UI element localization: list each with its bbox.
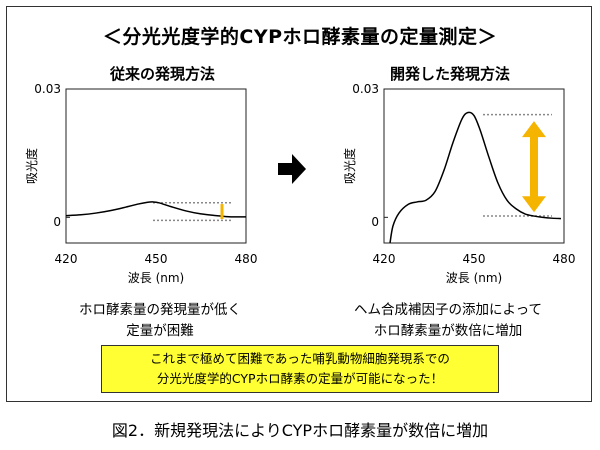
- right-difference-arrow-shape: [522, 121, 546, 213]
- right-arrow-icon: [278, 154, 306, 184]
- figure-frame: [6, 6, 592, 402]
- left-caption-line: 定量が困難: [126, 323, 194, 339]
- right-x-tick-label: 420: [373, 252, 396, 266]
- left-chart: 0.03 0 420 450 480 波長 (nm) 吸光度: [24, 82, 257, 285]
- right-caption-line: ホロ酵素量が数倍に増加: [373, 323, 523, 339]
- right-x-axis-label: 波長 (nm): [446, 271, 502, 285]
- left-x-tick-label: 480: [235, 252, 258, 266]
- left-spectrum-line: [65, 201, 247, 218]
- left-y-tick-label: 0.03: [34, 82, 61, 96]
- right-x-tick-label: 480: [553, 252, 576, 266]
- right-panel-title: 開発した発現方法: [389, 65, 510, 83]
- right-y-axis-label: 吸光度: [342, 148, 357, 184]
- left-x-tick-label: 450: [145, 252, 168, 266]
- left-y-axis-label: 吸光度: [24, 148, 39, 184]
- page-title: ＜分光光度学的CYPホロ酵素量の定量測定＞: [102, 26, 498, 48]
- left-difference-arrow-shape: [220, 204, 224, 220]
- right-chart-marks: [384, 88, 562, 244]
- conclusion-box: これまで極めて困難であった哺乳動物細胞発現系での 分光光度学的CYPホロ酵素の定…: [101, 345, 499, 393]
- left-plot-area: [65, 88, 247, 244]
- left-panel-title: 従来の発現方法: [109, 65, 215, 83]
- right-plot-area: [383, 88, 565, 244]
- left-chart-marks: [65, 88, 247, 222]
- right-caption-line: ヘム合成補因子の添加によって: [354, 302, 542, 318]
- left-difference-arrow: [220, 204, 224, 220]
- right-caption: ヘム合成補因子の添加によって ホロ酵素量が数倍に増加: [318, 300, 578, 342]
- left-x-tick-label: 420: [55, 252, 78, 266]
- left-y-tick-label: 0: [53, 215, 61, 229]
- right-difference-arrow: [522, 121, 546, 213]
- right-x-tick-label: 450: [463, 252, 486, 266]
- conclusion-line: これまで極めて困難であった哺乳動物細胞発現系での: [150, 351, 450, 366]
- right-spectrum-line: [389, 111, 562, 244]
- figure-caption: 図2．新規発現法によりCYPホロ酵素量が数倍に増加: [111, 421, 489, 440]
- conclusion-line: 分光光度学的CYPホロ酵素の定量が可能になった！: [156, 371, 444, 386]
- left-x-axis-label: 波長 (nm): [128, 271, 184, 285]
- right-y-tick-label: 0.03: [352, 82, 379, 96]
- left-caption: ホロ酵素量の発現量が低く 定量が困難: [40, 300, 280, 342]
- right-chart: 0.03 0 420 450 480 波長 (nm) 吸光度: [342, 82, 575, 285]
- left-caption-line: ホロ酵素量の発現量が低く: [79, 302, 241, 318]
- right-y-tick-label: 0: [371, 215, 379, 229]
